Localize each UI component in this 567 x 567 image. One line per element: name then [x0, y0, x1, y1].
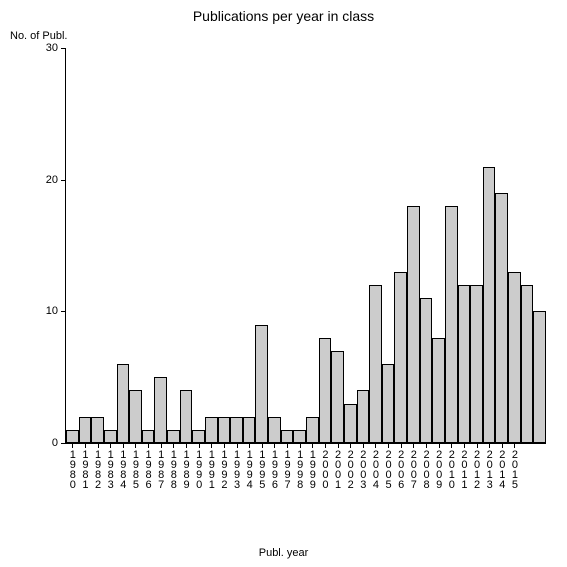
- bar: [218, 417, 231, 443]
- xtick-label: 2013: [484, 443, 495, 489]
- xtick-label: 2004: [370, 443, 381, 489]
- xtick-label: 2000: [319, 443, 330, 489]
- xtick-label: 1982: [92, 443, 103, 489]
- bar: [154, 377, 167, 443]
- bar: [382, 364, 395, 443]
- bar: [432, 338, 445, 443]
- xtick-label: 2010: [446, 443, 457, 489]
- xtick-label: 2005: [383, 443, 394, 489]
- bar: [458, 285, 471, 443]
- ytick-label: 10: [46, 305, 66, 317]
- xtick-label: 1985: [130, 443, 141, 489]
- xtick-label: 2011: [458, 443, 469, 489]
- chart-title: Publications per year in class: [0, 8, 567, 24]
- xtick-label: 1996: [269, 443, 280, 489]
- bar: [205, 417, 218, 443]
- xtick-label: 1986: [143, 443, 154, 489]
- bar: [420, 298, 433, 443]
- bar: [167, 430, 180, 443]
- xtick-label: 1992: [218, 443, 229, 489]
- plot-area: 0102030198019811982198319841985198619871…: [65, 48, 546, 444]
- bar: [255, 325, 268, 444]
- bar: [117, 364, 130, 443]
- ytick-label: 20: [46, 174, 66, 186]
- xtick-label: 2006: [395, 443, 406, 489]
- bar: [293, 430, 306, 443]
- xtick-label: 2001: [332, 443, 343, 489]
- bar: [344, 404, 357, 444]
- xtick-label: 2003: [357, 443, 368, 489]
- xtick-label: 1998: [294, 443, 305, 489]
- xtick-label: 1988: [168, 443, 179, 489]
- xtick-label: 1983: [105, 443, 116, 489]
- bar: [319, 338, 332, 443]
- xtick-label: 1981: [79, 443, 90, 489]
- bar: [230, 417, 243, 443]
- ytick-label: 0: [52, 437, 66, 449]
- xtick-label: 2007: [408, 443, 419, 489]
- bar: [470, 285, 483, 443]
- xtick-label: 2009: [433, 443, 444, 489]
- bar: [369, 285, 382, 443]
- xtick-label: 1990: [193, 443, 204, 489]
- bar: [394, 272, 407, 443]
- bar: [142, 430, 155, 443]
- bar: [243, 417, 256, 443]
- xtick-label: 2014: [496, 443, 507, 489]
- xtick-label: 2002: [345, 443, 356, 489]
- xtick-label: 1997: [282, 443, 293, 489]
- bar: [331, 351, 344, 443]
- bar: [407, 206, 420, 443]
- bar: [104, 430, 117, 443]
- bar: [445, 206, 458, 443]
- bar: [306, 417, 319, 443]
- xtick-label: 1991: [206, 443, 217, 489]
- bar: [91, 417, 104, 443]
- ytick-label: 30: [46, 42, 66, 54]
- y-axis-label: No. of Publ.: [10, 30, 67, 42]
- xtick-label: 1993: [231, 443, 242, 489]
- xtick-label: 1980: [67, 443, 78, 489]
- xtick-label: 1994: [244, 443, 255, 489]
- bar: [268, 417, 281, 443]
- bar: [79, 417, 92, 443]
- bar: [521, 285, 534, 443]
- bar: [495, 193, 508, 443]
- bar: [129, 390, 142, 443]
- xtick-label: 1987: [155, 443, 166, 489]
- bar: [508, 272, 521, 443]
- bar: [533, 311, 546, 443]
- x-axis-label: Publ. year: [0, 547, 567, 559]
- xtick-label: 1999: [307, 443, 318, 489]
- bar: [483, 167, 496, 444]
- chart-container: Publications per year in class No. of Pu…: [0, 0, 567, 567]
- xtick-label: 2012: [471, 443, 482, 489]
- bar: [180, 390, 193, 443]
- xtick-label: 2015: [509, 443, 520, 489]
- xtick-label: 1989: [181, 443, 192, 489]
- bar: [281, 430, 294, 443]
- bar: [192, 430, 205, 443]
- bar: [357, 390, 370, 443]
- bar: [66, 430, 79, 443]
- xtick-label: 1984: [117, 443, 128, 489]
- xtick-label: 1995: [256, 443, 267, 489]
- xtick-label: 2008: [421, 443, 432, 489]
